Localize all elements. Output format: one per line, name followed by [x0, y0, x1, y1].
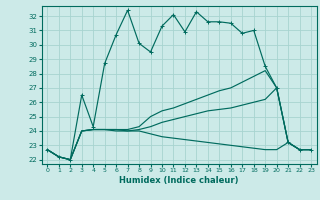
- X-axis label: Humidex (Indice chaleur): Humidex (Indice chaleur): [119, 176, 239, 185]
